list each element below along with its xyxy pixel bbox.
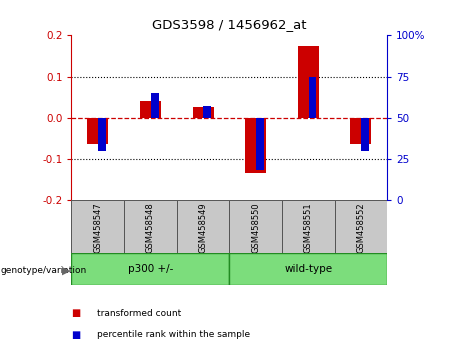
Bar xyxy=(256,118,264,170)
Text: GSM458552: GSM458552 xyxy=(356,202,366,253)
Bar xyxy=(361,118,369,151)
Text: ■: ■ xyxy=(71,308,81,318)
Bar xyxy=(282,200,335,253)
Text: transformed count: transformed count xyxy=(97,309,181,318)
Bar xyxy=(350,118,372,144)
Bar xyxy=(124,200,177,253)
Text: GSM458548: GSM458548 xyxy=(146,202,155,253)
Bar xyxy=(229,200,282,253)
Bar xyxy=(177,200,229,253)
Text: wild-type: wild-type xyxy=(284,264,332,274)
Bar xyxy=(203,106,211,118)
Bar xyxy=(245,118,266,173)
Bar xyxy=(229,253,387,285)
Bar xyxy=(193,107,213,118)
Bar xyxy=(87,118,108,144)
Bar xyxy=(71,200,124,253)
Text: p300 +/-: p300 +/- xyxy=(128,264,173,274)
Bar xyxy=(308,76,316,118)
Text: GSM458547: GSM458547 xyxy=(93,202,102,253)
Bar xyxy=(298,46,319,118)
Bar xyxy=(71,253,230,285)
Bar xyxy=(140,101,161,118)
Bar xyxy=(335,200,387,253)
Text: ■: ■ xyxy=(71,330,81,339)
Bar xyxy=(98,118,106,151)
Text: GSM458549: GSM458549 xyxy=(199,202,207,253)
Bar xyxy=(151,93,159,118)
Text: percentile rank within the sample: percentile rank within the sample xyxy=(97,330,250,339)
Text: ▶: ▶ xyxy=(62,266,71,276)
Title: GDS3598 / 1456962_at: GDS3598 / 1456962_at xyxy=(152,18,307,32)
Text: genotype/variation: genotype/variation xyxy=(1,266,87,275)
Text: GSM458550: GSM458550 xyxy=(251,202,260,253)
Text: GSM458551: GSM458551 xyxy=(304,202,313,253)
